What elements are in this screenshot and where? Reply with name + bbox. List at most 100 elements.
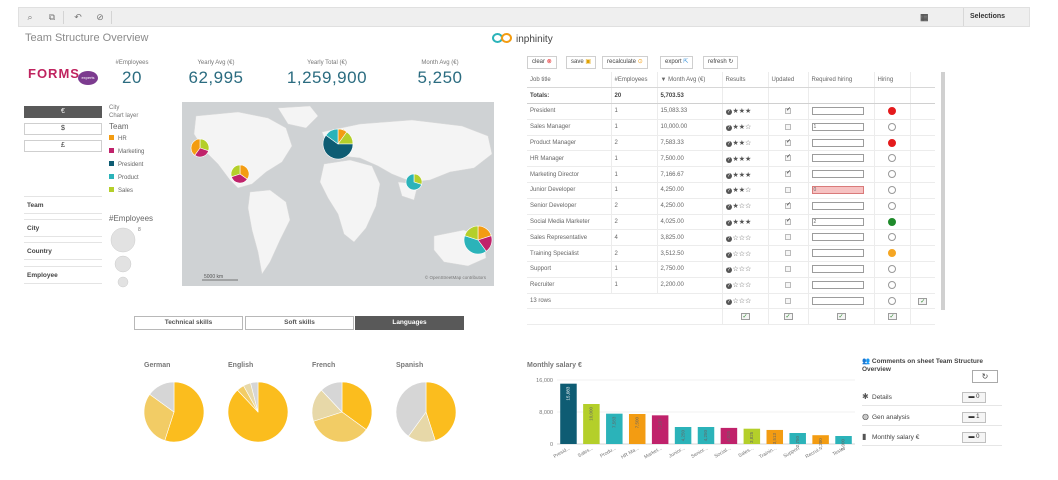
hiring-status-dot[interactable] <box>888 106 896 115</box>
table-row[interactable]: Support 1 2,750.00? ☆☆☆ <box>527 261 935 278</box>
updated-checkbox[interactable] <box>785 106 791 114</box>
star-rating[interactable]: ★★☆ <box>732 140 752 148</box>
updated-checkbox[interactable] <box>785 186 791 193</box>
hiring-status-dot[interactable] <box>888 249 896 258</box>
bar[interactable] <box>606 413 623 444</box>
step-forward-icon[interactable]: ⊘ <box>96 12 104 22</box>
filter-country[interactable]: Country <box>24 242 102 260</box>
hiring-status-dot[interactable] <box>888 170 896 179</box>
comment-count-button[interactable]: ▬ 0 <box>962 432 986 443</box>
star-rating[interactable]: ☆☆☆ <box>732 234 752 242</box>
table-row[interactable]: Product Manager 2 7,583.33? ★★☆ <box>527 135 935 152</box>
comment-count-button[interactable]: ▬ 1 <box>962 412 986 423</box>
help-icon[interactable]: ? <box>725 125 732 132</box>
comment-item[interactable]: ◍ Gen analysis ▬ 1 <box>862 408 1002 426</box>
world-map[interactable]: 5000 km © OpenStreetMap contributors <box>182 102 494 286</box>
search-icon[interactable]: ⌕ <box>27 12 33 22</box>
updated-checkbox[interactable] <box>785 281 791 288</box>
star-rating[interactable]: ★★☆ <box>732 187 752 195</box>
table-row[interactable]: Senior Developer 2 4,250.00? ★☆☆ <box>527 198 935 215</box>
star-rating[interactable]: ☆☆☆ <box>732 282 752 290</box>
save-button[interactable]: save ▣ <box>566 56 597 69</box>
language-pie-spanish[interactable] <box>395 381 457 443</box>
map-pie-houston-slice[interactable] <box>230 164 241 178</box>
required-hiring-input[interactable] <box>811 170 864 179</box>
help-icon[interactable]: ? <box>725 172 732 179</box>
confirm-check-icon[interactable]: ✓ <box>783 313 793 321</box>
confirm-check-icon[interactable]: ✓ <box>836 313 846 321</box>
table-row[interactable]: HR Manager 1 7,500.00? ★★★ <box>527 150 935 168</box>
legend-item-sales[interactable]: Sales <box>109 185 181 198</box>
required-hiring-input[interactable] <box>811 233 864 242</box>
legend-item-hr[interactable]: HR <box>109 133 181 146</box>
filter-employee[interactable]: Employee <box>24 266 102 284</box>
hiring-status-dot[interactable] <box>888 217 896 226</box>
star-rating[interactable]: ★★★ <box>732 155 752 163</box>
language-pie-french-slice[interactable] <box>321 381 343 413</box>
bar[interactable] <box>628 414 646 444</box>
bar[interactable] <box>766 429 784 444</box>
bar[interactable] <box>560 383 577 444</box>
salary-bar-chart[interactable]: 0 8,000 16,000 15,083 Presid... 10,000 Sales..… <box>527 372 857 472</box>
confirm-check-icon[interactable]: ✓ <box>887 313 897 321</box>
map-pie-sydney-slice[interactable] <box>463 235 487 255</box>
hiring-status-dot[interactable] <box>888 201 896 210</box>
table-row[interactable]: Sales Representative 4 3,825.00? ☆☆☆ <box>527 229 935 247</box>
required-hiring-input[interactable]: 1 <box>811 123 864 132</box>
help-icon[interactable]: ? <box>725 156 732 163</box>
tab-technical-skills[interactable]: Technical skills <box>134 316 243 330</box>
currency-option[interactable]: $ <box>24 123 102 135</box>
filter-team[interactable]: Team <box>24 196 102 214</box>
language-pie-german-slice[interactable] <box>164 381 205 443</box>
star-rating[interactable]: ☆☆☆ <box>732 298 752 306</box>
bar[interactable] <box>743 428 761 444</box>
language-pie-spanish-slice[interactable] <box>395 381 427 437</box>
help-icon[interactable]: ? <box>725 204 732 211</box>
help-icon[interactable]: ? <box>725 188 732 195</box>
col-job-title[interactable]: Job title <box>527 72 611 89</box>
step-back-icon[interactable]: ↶ <box>74 12 82 22</box>
star-rating[interactable]: ★★★ <box>732 219 752 227</box>
language-pie-english-slice[interactable] <box>250 381 259 413</box>
map-pie-sydney-slice[interactable] <box>464 225 479 241</box>
star-rating[interactable]: ☆☆☆ <box>732 266 752 274</box>
star-rating[interactable]: ★★★ <box>732 171 752 179</box>
bar[interactable] <box>720 427 738 444</box>
tab-soft-skills[interactable]: Soft skills <box>245 316 354 330</box>
legend-item-president[interactable]: President <box>109 159 181 172</box>
bar[interactable] <box>651 415 669 444</box>
bar[interactable] <box>812 435 829 444</box>
help-icon[interactable]: ? <box>725 141 732 148</box>
help-icon[interactable]: ? <box>725 235 732 242</box>
map-pie-seattle-slice[interactable] <box>190 138 201 156</box>
smart-search-icon[interactable]: ⧉ <box>48 12 56 22</box>
star-rating[interactable]: ★★★ <box>732 108 752 116</box>
col-employees[interactable]: #Employees <box>610 72 657 89</box>
map-pie-india-slice[interactable] <box>405 173 422 191</box>
help-icon[interactable]: ? <box>725 220 732 227</box>
star-rating[interactable]: ★★☆ <box>732 124 752 132</box>
table-row[interactable]: Junior Developer 1 4,250.00? ★★☆ 0 <box>527 182 935 199</box>
language-pie-french-slice[interactable] <box>313 411 367 443</box>
legend-item-marketing[interactable]: Marketing <box>109 146 181 159</box>
required-hiring-input[interactable] <box>811 154 864 163</box>
hiring-status-dot[interactable] <box>888 264 896 273</box>
col-required-hiring[interactable]: Required hiring <box>807 72 874 89</box>
confirm-check-icon[interactable]: ✓ <box>918 297 928 305</box>
currency-option[interactable]: € <box>24 106 102 118</box>
updated-checkbox[interactable] <box>785 265 791 272</box>
help-icon[interactable]: ? <box>725 251 732 258</box>
updated-checkbox[interactable] <box>785 217 791 225</box>
col-updated[interactable]: Updated <box>767 72 808 89</box>
table-row[interactable]: President 1 15,083.33? ★★★ <box>527 103 935 120</box>
col-hiring[interactable]: Hiring <box>873 72 910 89</box>
hiring-status-dot[interactable] <box>888 280 896 289</box>
hiring-status-dot[interactable] <box>888 138 896 147</box>
help-icon[interactable]: ? <box>725 109 732 116</box>
map-pie-europe-slice[interactable] <box>322 134 354 160</box>
col-results[interactable]: Results <box>721 72 768 89</box>
table-row[interactable]: Recruiter 1 2,200.00? ☆☆☆ <box>527 277 935 294</box>
col-month-avg[interactable]: ▼ Month Avg (€) <box>656 72 722 89</box>
required-hiring-input[interactable] <box>811 201 864 210</box>
